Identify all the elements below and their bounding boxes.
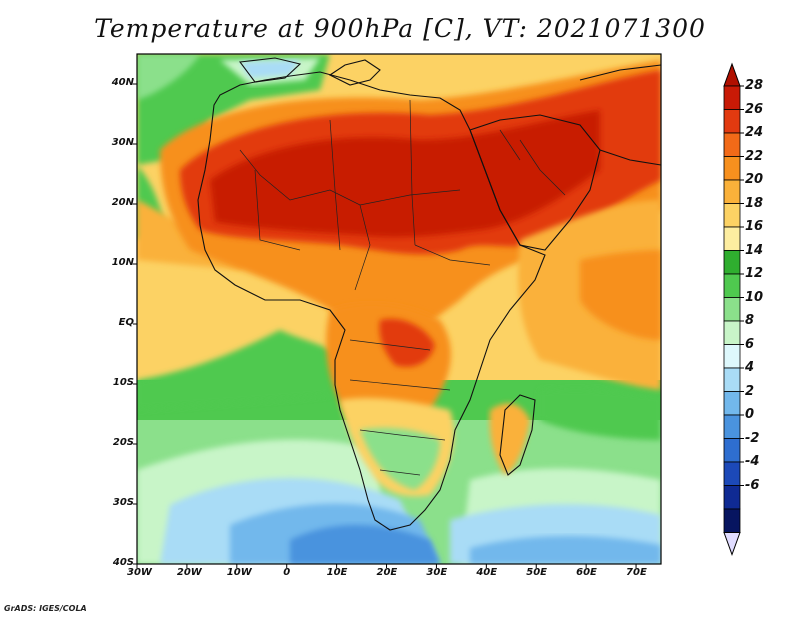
- y-tick-label: 20N: [111, 197, 134, 208]
- colorbar-swatch: [723, 226, 741, 251]
- colorbar-swatch: [723, 414, 741, 439]
- credit-text: GrADS: IGES/COLA: [4, 604, 87, 613]
- colorbar-swatch: [723, 508, 741, 533]
- x-tick-label: 40E: [476, 567, 498, 578]
- colorbar-swatch: [723, 156, 741, 181]
- x-tick-label: 10W: [226, 567, 252, 578]
- coastline: [197, 57, 661, 531]
- y-tick-label: 30N: [111, 137, 134, 148]
- colorbar-swatch: [723, 179, 741, 204]
- x-tick-label: 70E: [626, 567, 647, 578]
- colorbar-swatch: [723, 132, 741, 157]
- colorbar-swatch: [723, 344, 741, 369]
- colorbar-swatch: [723, 320, 741, 345]
- colorbar-swatch: [723, 297, 741, 322]
- colorbar-swatch: [723, 461, 741, 486]
- colorbar-label: 10: [745, 289, 764, 305]
- colorbar-swatch: [723, 203, 741, 228]
- y-tick-label: 30S: [112, 497, 134, 508]
- y-tick-label: 10S: [112, 377, 134, 388]
- colorbar-swatch: [723, 109, 741, 134]
- colorbar-label: -2: [745, 430, 760, 446]
- x-tick-label: 20W: [176, 567, 202, 578]
- colorbar-label: 28: [745, 78, 764, 93]
- colorbar-label: 14: [745, 242, 764, 258]
- colorbar-under-arrow: [723, 532, 741, 556]
- plot-frame: [136, 53, 662, 565]
- colorbar-swatch: [723, 367, 741, 392]
- y-tick-label: EQ: [118, 317, 134, 328]
- y-tick-label: 40N: [111, 77, 134, 88]
- colorbar-label: 26: [745, 101, 764, 117]
- colorbar-swatch: [723, 438, 741, 463]
- colorbar-label: 8: [745, 313, 755, 328]
- colorbar-label: 6: [745, 336, 755, 352]
- colorbar-label: 4: [745, 360, 755, 375]
- colorbar-label: 20: [745, 172, 764, 187]
- x-tick-label: 30W: [127, 567, 152, 578]
- colorbar-label: 16: [745, 219, 764, 234]
- colorbar-label: -4: [745, 454, 760, 469]
- x-tick-label: 50E: [526, 567, 547, 578]
- colorbar-label: 0: [745, 407, 755, 422]
- colorbar-swatch: [723, 85, 741, 110]
- colorbar-label: 12: [745, 266, 764, 281]
- axis-ticks: [133, 83, 637, 568]
- map-title: Temperature at 900hPa [C], VT: 202107130…: [94, 14, 706, 43]
- x-tick-label: 0: [283, 567, 291, 578]
- x-tick-label: 30E: [426, 567, 448, 578]
- colorbar-swatch: [723, 485, 741, 510]
- y-tick-label: 10N: [111, 257, 134, 268]
- colorbar-label: -6: [745, 477, 760, 493]
- temperature-field: [137, 54, 661, 564]
- colorbar-label: 24: [745, 125, 764, 140]
- colorbar-swatch: [723, 273, 741, 298]
- x-tick-label: 20E: [376, 567, 398, 578]
- y-tick-label: 40S: [112, 557, 134, 568]
- x-tick-label: 60E: [576, 567, 597, 578]
- colorbar-swatch: [723, 391, 741, 416]
- y-tick-label: 20S: [112, 437, 134, 448]
- colorbar-label: 2: [745, 383, 755, 399]
- colorbar-label: 18: [745, 195, 764, 211]
- x-tick-label: 10E: [326, 567, 348, 578]
- colorbar-over-arrow: [723, 62, 741, 87]
- colorbar-swatch: [723, 250, 741, 275]
- colorbar-label: 22: [745, 148, 764, 164]
- colorbar: [723, 62, 744, 556]
- country-borders: [239, 99, 566, 476]
